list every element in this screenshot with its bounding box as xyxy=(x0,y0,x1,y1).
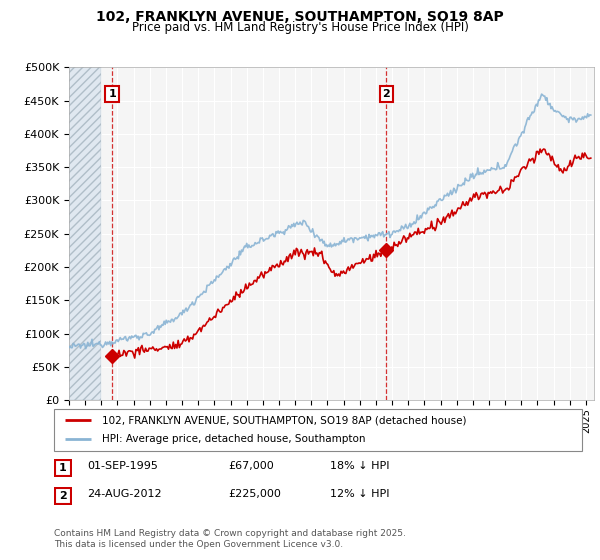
Text: Price paid vs. HM Land Registry's House Price Index (HPI): Price paid vs. HM Land Registry's House … xyxy=(131,21,469,34)
Text: 1: 1 xyxy=(59,463,67,473)
Text: HPI: Average price, detached house, Southampton: HPI: Average price, detached house, Sout… xyxy=(101,435,365,445)
Text: £67,000: £67,000 xyxy=(228,461,274,471)
Text: Contains HM Land Registry data © Crown copyright and database right 2025.
This d: Contains HM Land Registry data © Crown c… xyxy=(54,529,406,549)
Text: 102, FRANKLYN AVENUE, SOUTHAMPTON, SO19 8AP (detached house): 102, FRANKLYN AVENUE, SOUTHAMPTON, SO19 … xyxy=(101,415,466,425)
Text: 2: 2 xyxy=(59,491,67,501)
Bar xyxy=(69,67,101,400)
Text: £225,000: £225,000 xyxy=(228,489,281,499)
FancyBboxPatch shape xyxy=(54,409,582,451)
Text: 18% ↓ HPI: 18% ↓ HPI xyxy=(330,461,389,471)
Text: 2: 2 xyxy=(383,89,390,99)
FancyBboxPatch shape xyxy=(55,488,71,504)
Text: 01-SEP-1995: 01-SEP-1995 xyxy=(87,461,158,471)
FancyBboxPatch shape xyxy=(55,460,71,476)
Text: 1: 1 xyxy=(108,89,116,99)
Text: 102, FRANKLYN AVENUE, SOUTHAMPTON, SO19 8AP: 102, FRANKLYN AVENUE, SOUTHAMPTON, SO19 … xyxy=(96,10,504,24)
Text: 12% ↓ HPI: 12% ↓ HPI xyxy=(330,489,389,499)
Text: 24-AUG-2012: 24-AUG-2012 xyxy=(87,489,161,499)
